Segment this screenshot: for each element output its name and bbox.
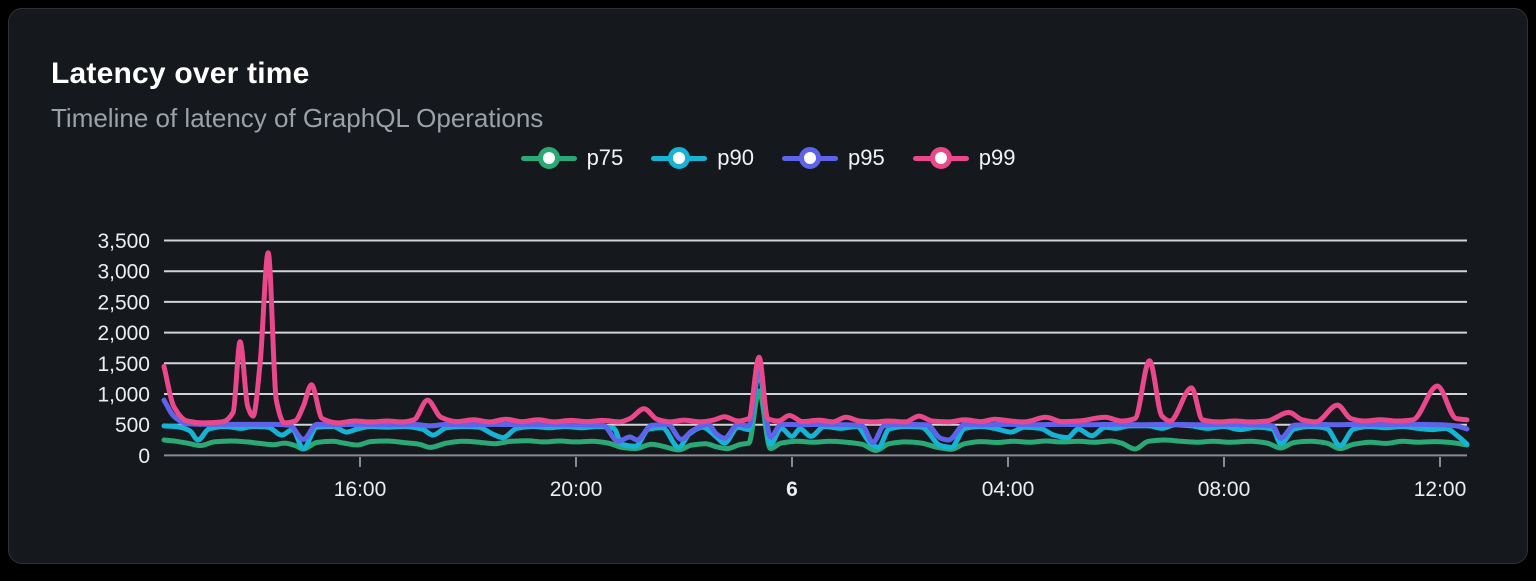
panel-subtitle: Timeline of latency of GraphQL Operation… — [51, 103, 544, 133]
legend-item-p99[interactable]: p99 — [912, 145, 1016, 171]
latency-chart: 16:00 20:00 6 04:00 08:00 12:00 0 500 1,000 1,500… — [9, 9, 1536, 581]
legend-label-p90: p90 — [717, 145, 754, 170]
series-p75-marker-icon — [520, 146, 577, 170]
y-tick-label-0: 0 — [138, 445, 150, 468]
x-tick-label-04:00: 04:00 — [982, 478, 1035, 501]
x-tick-label-6: 6 — [786, 478, 798, 501]
panel-title: Latency over time — [51, 57, 310, 90]
x-tick-label-16:00: 16:00 — [334, 478, 387, 501]
series-p90-marker-icon — [651, 146, 708, 170]
series-p95-marker-icon — [782, 146, 838, 170]
legend-label-p99: p99 — [978, 145, 1016, 170]
x-tick-label-12:00: 12:00 — [1414, 478, 1467, 501]
y-tick-label-500: 500 — [115, 414, 150, 437]
series-p99-marker-icon — [912, 146, 969, 170]
legend-item-p95[interactable]: p95 — [782, 145, 885, 171]
chart-legend: p75 p90 p95 p99 — [9, 145, 1527, 171]
legend-label-p75: p75 — [586, 145, 624, 170]
series-p90-line[interactable] — [161, 370, 1470, 452]
y-tick-label-3,000: 3,000 — [97, 261, 150, 284]
chart-canvas[interactable]: 16:00 20:00 6 04:00 08:00 12:00 0 500 1,000 1,500… — [9, 9, 1536, 581]
series-p75-line[interactable] — [161, 388, 1470, 453]
x-tick-label-20:00: 20:00 — [550, 478, 603, 501]
y-tick-label-1,000: 1,000 — [97, 384, 150, 407]
x-tick-label-08:00: 08:00 — [1198, 478, 1251, 501]
y-tick-label-2,000: 2,000 — [97, 322, 150, 345]
y-tick-label-3,500: 3,500 — [97, 230, 150, 253]
legend-item-p75[interactable]: p75 — [520, 145, 624, 171]
series-p99-line[interactable] — [161, 250, 1470, 426]
y-tick-label-1,500: 1,500 — [97, 353, 150, 376]
legend-label-p95: p95 — [848, 145, 885, 170]
legend-item-p90[interactable]: p90 — [651, 145, 754, 171]
y-tick-label-2,500: 2,500 — [97, 291, 150, 314]
latency-panel: Latency over time Timeline of latency of… — [8, 8, 1528, 564]
